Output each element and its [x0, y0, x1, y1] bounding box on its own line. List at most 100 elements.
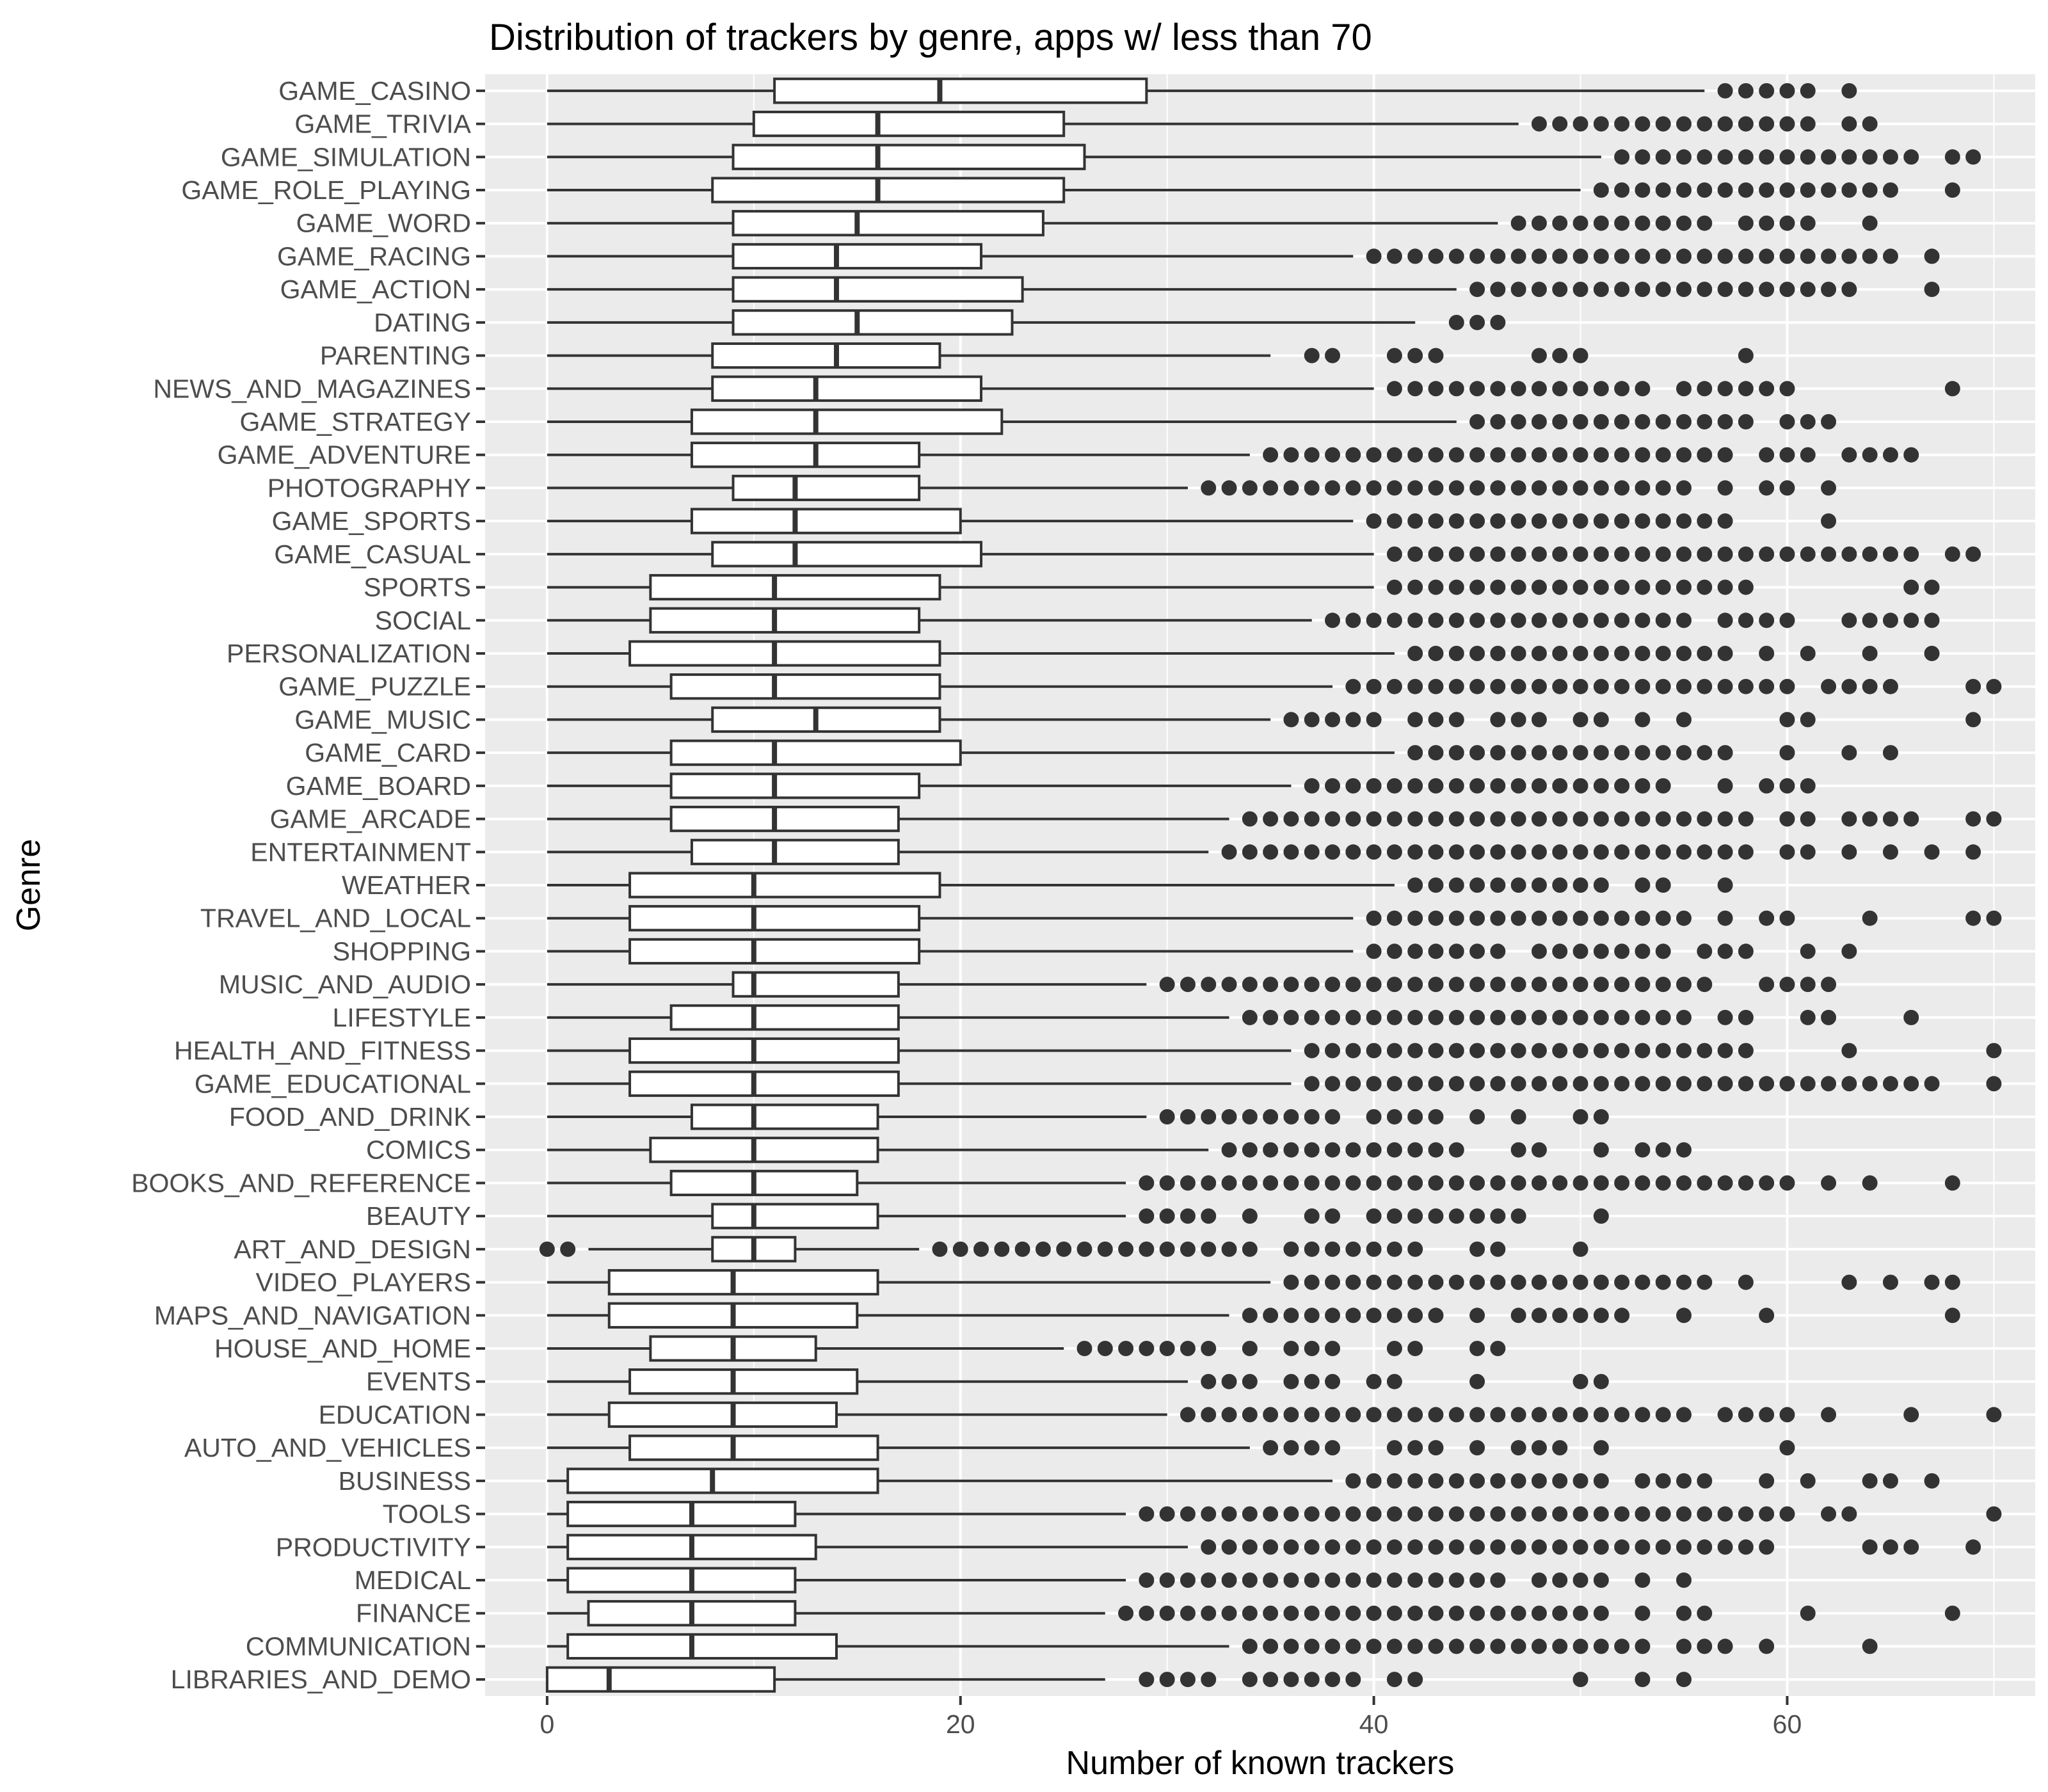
boxplot-comics — [547, 1137, 1692, 1164]
box — [566, 1468, 879, 1494]
outlier-point — [1448, 877, 1464, 893]
outlier-point — [1242, 1672, 1258, 1688]
outlier-point — [1635, 282, 1651, 298]
outlier-point — [1201, 1175, 1217, 1191]
outlier-point — [1903, 447, 1919, 463]
outlier-point — [1386, 1241, 1402, 1257]
outlier-point — [1448, 1076, 1464, 1092]
outlier-point — [1572, 712, 1588, 728]
outlier-point — [1428, 1208, 1444, 1224]
outlier-point — [1531, 1175, 1547, 1191]
outlier-point — [1469, 282, 1485, 298]
outlier-point — [1469, 1308, 1485, 1324]
outlier-point — [1386, 579, 1402, 595]
outlier-point — [1531, 215, 1547, 231]
outlier-point — [1242, 1638, 1258, 1654]
outlier-point — [1593, 1407, 1609, 1423]
outlier-point — [1572, 513, 1588, 529]
outlier-point — [1490, 1638, 1506, 1654]
outlier-point — [1139, 1572, 1155, 1588]
outlier-point — [1697, 1473, 1713, 1489]
outlier-point — [1304, 712, 1320, 728]
outlier-point — [1593, 778, 1609, 794]
outlier-point — [1263, 1009, 1279, 1025]
outlier-point — [1448, 745, 1464, 761]
outlier-point — [1738, 215, 1754, 231]
outlier-point — [1841, 546, 1857, 562]
outlier-point — [1097, 1341, 1113, 1356]
outlier-point — [1655, 182, 1671, 198]
y-tick-label: SPORTS — [364, 573, 471, 602]
outlier-point — [1779, 182, 1795, 198]
outlier-point — [1159, 1175, 1175, 1191]
outlier-point — [1779, 811, 1795, 827]
outlier-point — [1986, 811, 2002, 827]
boxplot-health-and-fitness — [547, 1037, 2002, 1064]
outlier-point — [1428, 248, 1444, 264]
outlier-point — [1882, 678, 1898, 694]
outlier-point — [1139, 1605, 1155, 1621]
outlier-point — [1531, 282, 1547, 298]
outlier-point — [1552, 480, 1568, 496]
outlier-point — [1221, 1142, 1237, 1158]
outlier-point — [1572, 282, 1588, 298]
outlier-point — [1366, 480, 1382, 496]
outlier-point — [1366, 1373, 1382, 1389]
box — [628, 640, 941, 667]
outlier-point — [1635, 1506, 1651, 1522]
box — [711, 342, 941, 369]
outlier-point — [1800, 116, 1816, 132]
outlier-point — [1448, 381, 1464, 397]
outlier-point — [1386, 1142, 1402, 1158]
outlier-point — [1759, 1473, 1775, 1489]
outlier-point — [1697, 447, 1713, 463]
outlier-point — [1841, 1506, 1857, 1522]
outlier-point — [1428, 1274, 1444, 1290]
outlier-point — [1448, 910, 1464, 926]
outlier-point — [1800, 977, 1816, 993]
outlier-point — [1655, 1274, 1671, 1290]
box — [628, 1434, 879, 1461]
outlier-point — [1386, 1473, 1402, 1489]
outlier-point — [1655, 977, 1671, 993]
outlier-point — [1325, 1605, 1341, 1621]
outlier-point — [1428, 1308, 1444, 1324]
y-tick-label: EVENTS — [366, 1367, 471, 1396]
outlier-point — [1366, 1539, 1382, 1555]
outlier-point — [1676, 1638, 1692, 1654]
boxplot-productivity — [547, 1533, 1981, 1560]
outlier-point — [1572, 612, 1588, 628]
outlier-point — [1552, 1539, 1568, 1555]
box — [669, 1169, 859, 1197]
outlier-point — [1821, 1506, 1837, 1522]
outlier-point — [1325, 480, 1341, 496]
x-axis-title: Number of known trackers — [1066, 1745, 1455, 1782]
outlier-point — [1779, 844, 1795, 860]
outlier-point — [1386, 678, 1402, 694]
outlier-point — [1572, 1373, 1588, 1389]
outlier-point — [1882, 1076, 1898, 1092]
outlier-point — [1738, 83, 1754, 99]
outlier-point — [1366, 678, 1382, 694]
outlier-point — [1821, 282, 1837, 298]
outlier-point — [1779, 612, 1795, 628]
outlier-point — [1325, 1175, 1341, 1191]
outlier-point — [1635, 678, 1651, 694]
y-tick-label: ENTERTAINMENT — [250, 837, 471, 867]
outlier-point — [1469, 381, 1485, 397]
outlier-point — [1635, 248, 1651, 264]
outlier-point — [1779, 778, 1795, 794]
outlier-point — [1593, 381, 1609, 397]
outlier-point — [1469, 678, 1485, 694]
outlier-point — [1386, 1308, 1402, 1324]
outlier-point — [1717, 182, 1733, 198]
outlier-point — [1325, 1407, 1341, 1423]
box — [545, 1666, 776, 1693]
outlier-point — [1593, 1373, 1609, 1389]
outlier-point — [1676, 447, 1692, 463]
outlier-point — [1862, 811, 1878, 827]
outlier-point — [1531, 877, 1547, 893]
outlier-point — [1469, 314, 1485, 330]
outlier-point — [1572, 1109, 1588, 1124]
y-tick-label: TRAVEL_AND_LOCAL — [200, 904, 471, 933]
